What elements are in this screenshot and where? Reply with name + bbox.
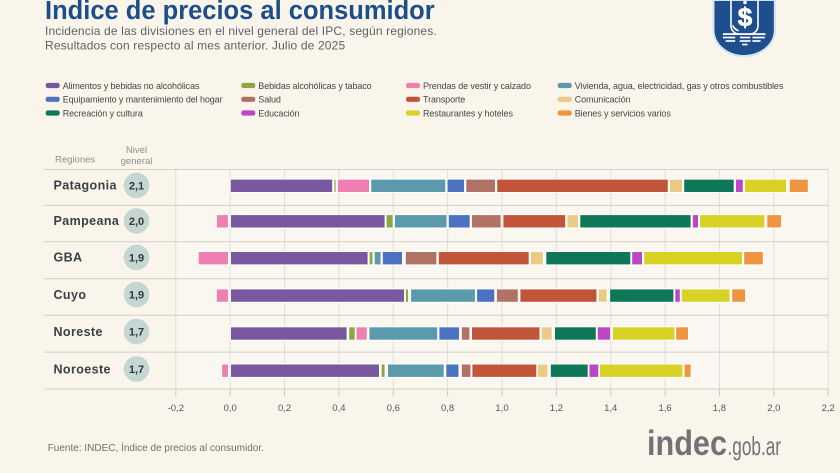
svg-text:2,1: 2,1 [129,180,144,192]
svg-text:-0,2: -0,2 [168,403,184,414]
svg-text:indec: indec [647,424,727,463]
svg-text:1,9: 1,9 [129,290,144,302]
svg-text:1,8: 1,8 [713,403,726,414]
svg-text:1,6: 1,6 [658,403,671,414]
svg-text:Comunicación: Comunicación [575,95,631,105]
svg-text:0,8: 0,8 [441,403,454,414]
svg-text:Salud: Salud [258,95,281,105]
svg-text:Pampeana: Pampeana [54,214,120,228]
svg-text:0,0: 0,0 [224,403,237,414]
svg-text:0,2: 0,2 [278,403,291,414]
svg-text:Bebidas alcohólicas y tabaco: Bebidas alcohólicas y tabaco [258,81,371,91]
svg-text:2,0: 2,0 [129,216,144,228]
svg-text:1,0: 1,0 [495,403,508,414]
svg-text:Resultados con respecto al mes: Resultados con respecto al mes anterior.… [45,39,345,53]
svg-text:Noroeste: Noroeste [54,362,111,376]
svg-text:Restaurantes y hoteles: Restaurantes y hoteles [423,108,513,118]
svg-text:1,4: 1,4 [604,403,617,414]
svg-text:2,0: 2,0 [767,403,780,414]
svg-text:Recreación y cultura: Recreación y cultura [63,108,143,118]
svg-text:Nivel: Nivel [126,145,147,156]
svg-text:Transporte: Transporte [423,95,465,105]
svg-text:Patagonia: Patagonia [54,179,118,193]
svg-text:1,7: 1,7 [129,327,144,339]
svg-text:general: general [121,156,153,167]
svg-text:0,4: 0,4 [332,403,345,414]
svg-text:Incidencia de las divisiones e: Incidencia de las divisiones en el nivel… [45,24,437,38]
svg-text:Bienes y servicios varios: Bienes y servicios varios [575,108,672,118]
svg-text:2,2: 2,2 [822,403,835,414]
svg-text:Cuyo: Cuyo [54,288,87,302]
svg-text:Fuente: INDEC, Índice de preci: Fuente: INDEC, Índice de precios al cons… [48,441,264,454]
svg-text:0,6: 0,6 [387,403,400,414]
svg-text:1,7: 1,7 [129,364,144,376]
svg-text:Equipamiento y mantenimiento d: Equipamiento y mantenimiento del hogar [63,95,223,105]
svg-text:Vivienda, agua, electricidad,: Vivienda, agua, electricidad, gas y otro… [575,81,784,91]
svg-text:Regiones: Regiones [55,155,95,166]
svg-text:Prendas de vestir y calzado: Prendas de vestir y calzado [423,81,531,91]
svg-text:1,2: 1,2 [550,403,563,414]
svg-text:Educación: Educación [258,108,299,118]
svg-text:Alimentos y bebidas no alcohól: Alimentos y bebidas no alcohólicas [63,81,200,91]
svg-text:1,9: 1,9 [129,252,144,264]
svg-text:Noreste: Noreste [54,325,103,339]
svg-text:.gob.ar: .gob.ar [728,431,782,461]
svg-text:GBA: GBA [54,251,83,265]
svg-text:$: $ [738,2,753,32]
svg-text:Indice de precios al consumido: Indice de precios al consumidor [45,0,435,25]
